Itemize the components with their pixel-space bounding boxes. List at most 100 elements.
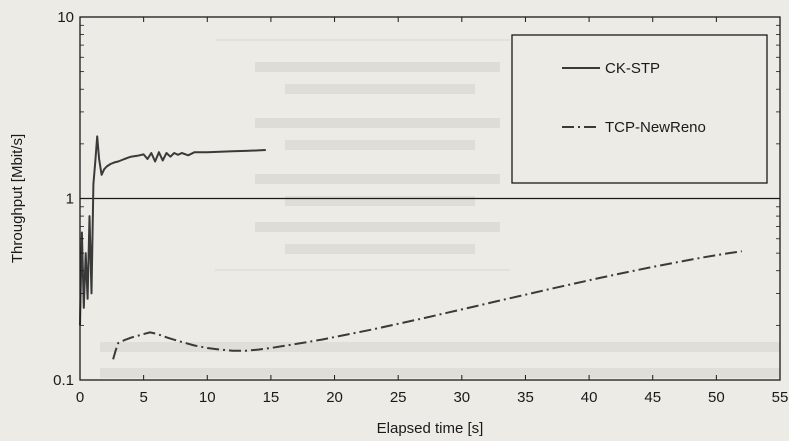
data-point-series-1 — [245, 350, 246, 351]
x-tick-label: 20 — [326, 389, 343, 406]
data-point-series-0 — [155, 161, 156, 162]
data-point-series-0 — [219, 151, 220, 152]
data-point-series-1 — [601, 277, 602, 278]
data-point-series-1 — [296, 343, 297, 344]
data-point-series-0 — [110, 163, 111, 164]
x-tick-label: 25 — [390, 389, 407, 406]
data-point-series-1 — [113, 359, 114, 360]
data-point-series-0 — [118, 161, 119, 162]
data-point-series-0 — [265, 149, 266, 150]
x-tick-label: 50 — [708, 389, 725, 406]
data-point-series-0 — [91, 293, 92, 294]
data-point-series-1 — [703, 257, 704, 258]
data-point-series-1 — [550, 288, 551, 289]
data-point-series-1 — [423, 318, 424, 319]
data-point-series-0 — [99, 158, 100, 159]
data-point-series-0 — [181, 152, 182, 153]
data-point-series-1 — [143, 334, 144, 335]
data-point-series-0 — [188, 155, 189, 156]
data-point-series-1 — [115, 350, 116, 351]
data-point-series-0 — [143, 154, 144, 155]
data-point-series-0 — [95, 161, 96, 162]
data-point-series-0 — [207, 152, 208, 153]
data-point-series-0 — [85, 253, 86, 254]
data-point-series-1 — [499, 300, 500, 301]
x-tick-label: 10 — [199, 389, 216, 406]
x-tick-label: 55 — [772, 389, 789, 406]
data-point-series-1 — [219, 349, 220, 350]
legend-label-tcp-newreno: TCP-NewReno — [605, 119, 706, 136]
y-tick-label: 1 — [66, 191, 74, 208]
y-axis-label: Throughput [Mbit/s] — [9, 134, 26, 263]
data-point-series-1 — [652, 266, 653, 267]
data-point-series-0 — [87, 298, 88, 299]
data-point-series-1 — [321, 339, 322, 340]
data-point-series-1 — [372, 329, 373, 330]
data-point-series-1 — [137, 335, 138, 336]
data-point-series-1 — [627, 272, 628, 273]
data-point-series-0 — [170, 156, 171, 157]
x-tick-label: 0 — [76, 389, 84, 406]
data-point-series-1 — [398, 323, 399, 324]
data-point-series-0 — [147, 158, 148, 159]
legend-label-ck-stp: CK-STP — [605, 60, 660, 77]
data-point-series-1 — [149, 332, 150, 333]
data-point-series-0 — [137, 155, 138, 156]
data-point-series-0 — [245, 150, 246, 151]
data-point-series-1 — [347, 334, 348, 335]
x-axis-label: Elapsed time [s] — [377, 420, 484, 437]
data-point-series-0 — [232, 151, 233, 152]
data-point-series-0 — [83, 307, 84, 308]
data-point-series-1 — [156, 333, 157, 334]
data-point-series-0 — [162, 160, 163, 161]
data-point-series-0 — [114, 162, 115, 163]
data-point-series-0 — [177, 154, 178, 155]
data-point-series-1 — [169, 338, 170, 339]
data-point-series-1 — [525, 294, 526, 295]
data-point-series-1 — [474, 306, 475, 307]
data-point-series-1 — [207, 347, 208, 348]
legend-box — [511, 34, 768, 184]
data-point-series-0 — [130, 156, 131, 157]
series-line-1 — [112, 250, 742, 360]
data-point-series-0 — [166, 152, 167, 153]
data-point-series-1 — [678, 261, 679, 262]
x-tick-label: 30 — [453, 389, 470, 406]
data-point-series-1 — [194, 345, 195, 346]
data-point-series-0 — [258, 150, 259, 151]
data-point-series-0 — [106, 166, 107, 167]
x-tick-label: 15 — [263, 389, 280, 406]
data-point-series-1 — [449, 312, 450, 313]
data-point-series-1 — [232, 350, 233, 351]
chart-legend: CK-STP TCP-NewReno — [511, 34, 768, 184]
data-point-series-0 — [174, 152, 175, 153]
data-point-series-0 — [124, 158, 125, 159]
x-tick-label: 45 — [644, 389, 661, 406]
data-point-series-1 — [124, 340, 125, 341]
data-point-series-0 — [104, 169, 105, 170]
y-tick-label: 0.1 — [53, 372, 74, 389]
x-tick-label: 35 — [517, 389, 534, 406]
data-point-series-0 — [158, 152, 159, 153]
data-point-series-1 — [576, 283, 577, 284]
data-point-series-1 — [270, 347, 271, 348]
data-point-series-0 — [194, 152, 195, 153]
data-point-series-1 — [741, 251, 742, 252]
chart-series — [79, 135, 742, 360]
data-point-series-1 — [181, 341, 182, 342]
data-point-series-0 — [101, 174, 102, 175]
chart-ticks: 0 5 10 15 20 25 30 35 40 45 50 55 0.1 1 10 — [53, 9, 788, 406]
data-point-series-0 — [97, 136, 98, 137]
data-point-series-0 — [89, 216, 90, 217]
data-point-series-1 — [118, 342, 119, 343]
y-tick-label: 10 — [57, 9, 74, 26]
data-point-series-0 — [93, 184, 94, 185]
data-point-series-1 — [130, 337, 131, 338]
page-bleed-texture — [100, 39, 780, 378]
data-point-series-0 — [81, 232, 82, 233]
data-point-series-0 — [151, 152, 152, 153]
data-point-series-1 — [729, 253, 730, 254]
x-tick-label: 40 — [581, 389, 598, 406]
